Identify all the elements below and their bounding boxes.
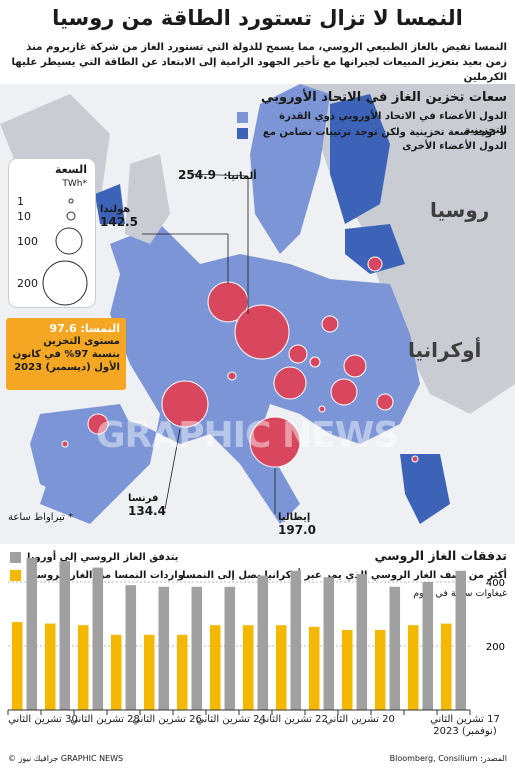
bar-austria-imports	[242, 625, 254, 710]
capacity-size-1: 1	[17, 195, 24, 208]
y-tick-label: 200	[486, 642, 505, 653]
legend-label: واردات النمسا من الغاز الروسي	[27, 570, 184, 581]
bar-austria-imports	[77, 625, 89, 710]
map-section-title: سعات تخزين الغاز في الاتحاد الأوروبي	[260, 90, 507, 105]
bar-europe-flow	[26, 558, 38, 710]
bar-europe-flow	[191, 586, 203, 710]
bar-europe-flow	[323, 577, 335, 710]
legend-swatch	[237, 112, 248, 123]
x-label: 20 تشرين الثاني	[325, 714, 395, 725]
bar-europe-flow	[422, 582, 434, 710]
austria-text: مستوى التخزين بنسبة 97% في كانون الأول (…	[12, 336, 120, 373]
capacity-unit: TWh*	[62, 179, 87, 189]
callout-netherlands: هولندا 142.5	[100, 204, 138, 229]
austria-title: النمسا: 97.6	[49, 322, 120, 335]
capacity-size-10: 10	[17, 210, 31, 223]
country-label-russia: روسيا	[430, 198, 490, 222]
capacity-size-100: 100	[17, 235, 38, 248]
bar-europe-flow	[389, 586, 401, 710]
bar-austria-imports	[44, 623, 56, 710]
callout-name: ألمانيا:	[223, 171, 257, 182]
callout-italy: إيطاليا 197.0	[278, 512, 316, 537]
callout-value: 134.4	[128, 504, 166, 518]
flows-title: تدفقات الغاز الروسي	[374, 548, 507, 563]
bar-europe-flow	[257, 575, 269, 710]
map-shapes	[0, 84, 515, 524]
capacity-title: السعة	[55, 163, 87, 176]
bar-austria-imports	[407, 625, 419, 710]
x-label: 26 تشرين الثاني	[132, 714, 202, 725]
bar-austria-imports	[143, 634, 155, 710]
legend-swatch	[237, 128, 248, 139]
callout-germany: ألمانيا: 254.9	[178, 168, 257, 182]
bar-europe-flow	[92, 567, 104, 710]
bar-europe-flow	[224, 586, 236, 710]
legend-item-member: الدول الأعضاء في الاتحاد الأوروبي ذوي ال…	[237, 110, 507, 138]
legend-label: لا توجد سعة تخزينية ولكن توجد ترتيبات تض…	[262, 127, 507, 152]
page-title: النمسا لا تزال تستورد الطاقة من روسيا	[52, 6, 463, 30]
legend-label: الدول الأعضاء في الاتحاد الأوروبي ذوي ال…	[279, 111, 507, 136]
x-label: 28 تشرين الثاني	[70, 714, 140, 725]
legend-swatch	[10, 570, 21, 581]
bar-austria-imports	[176, 634, 188, 710]
flows-subtitle: أكثر من نصف الغاز الروسي الذي يمر عبر أو…	[182, 570, 507, 581]
capacity-legend: السعة TWh* 1 10 100 200	[8, 158, 96, 308]
footer-source: المصدر: Bloomberg, Consilium	[389, 754, 507, 763]
europe-map	[0, 84, 515, 544]
callout-value: 254.9	[178, 168, 216, 182]
x-label: 24 تشرين الثاني	[196, 714, 266, 725]
capacity-size-200: 200	[17, 277, 38, 290]
bar-austria-imports	[110, 634, 122, 710]
bar-austria-imports	[440, 623, 452, 710]
bar-europe-flow	[455, 570, 467, 710]
bar-europe-flow	[59, 561, 71, 710]
flow-legend-europe: يتدفق الغاز الروسي إلى أوروبا	[10, 552, 178, 563]
callout-france: فرنسا 134.4	[128, 493, 166, 518]
callout-name: إيطاليا	[278, 512, 311, 523]
bar-austria-imports	[209, 625, 221, 710]
y-tick-label: 400	[486, 578, 505, 589]
austria-callout: النمسا: 97.6 مستوى التخزين بنسبة 97% في …	[6, 318, 126, 390]
country-label-ukraine: أوكرانيا	[408, 338, 482, 362]
legend-item-solidarity: لا توجد سعة تخزينية ولكن توجد ترتيبات تض…	[237, 126, 507, 154]
bar-austria-imports	[341, 630, 353, 710]
flows-chart: 200 400	[7, 558, 505, 715]
bar-austria-imports	[308, 626, 320, 710]
capacity-circles	[42, 198, 88, 306]
callout-name: فرنسا	[128, 493, 159, 504]
flow-legend-austria: واردات النمسا من الغاز الروسي	[10, 570, 184, 581]
legend-label: يتدفق الغاز الروسي إلى أوروبا	[27, 552, 179, 563]
legend-swatch	[10, 552, 21, 563]
bar-austria-imports	[11, 622, 23, 710]
footer-credit: © جرافيك نيوز GRAPHIC NEWS	[8, 754, 124, 763]
intro-text: النمسا تفيض بالغاز الطبيعي الروسي، مما ي…	[11, 42, 507, 83]
bar-europe-flow	[125, 585, 137, 710]
x-label: 17 تشرين الثاني (نوفمبر) 2023	[430, 714, 500, 737]
bar-europe-flow	[158, 586, 170, 710]
bar-europe-flow	[356, 574, 368, 710]
bar-austria-imports	[374, 630, 386, 710]
callout-name: هولندا	[100, 204, 131, 215]
callout-value: 197.0	[278, 523, 316, 537]
watermark: GRAPHIC NEWS	[96, 415, 399, 456]
bar-europe-flow	[290, 570, 302, 710]
x-label: 30 تشرين الثاني	[8, 714, 78, 725]
unit-note: * تيراواط ساعة	[8, 512, 74, 523]
bar-austria-imports	[275, 625, 287, 710]
callout-value: 142.5	[100, 215, 138, 229]
x-label: 22 تشرين الثاني	[258, 714, 328, 725]
